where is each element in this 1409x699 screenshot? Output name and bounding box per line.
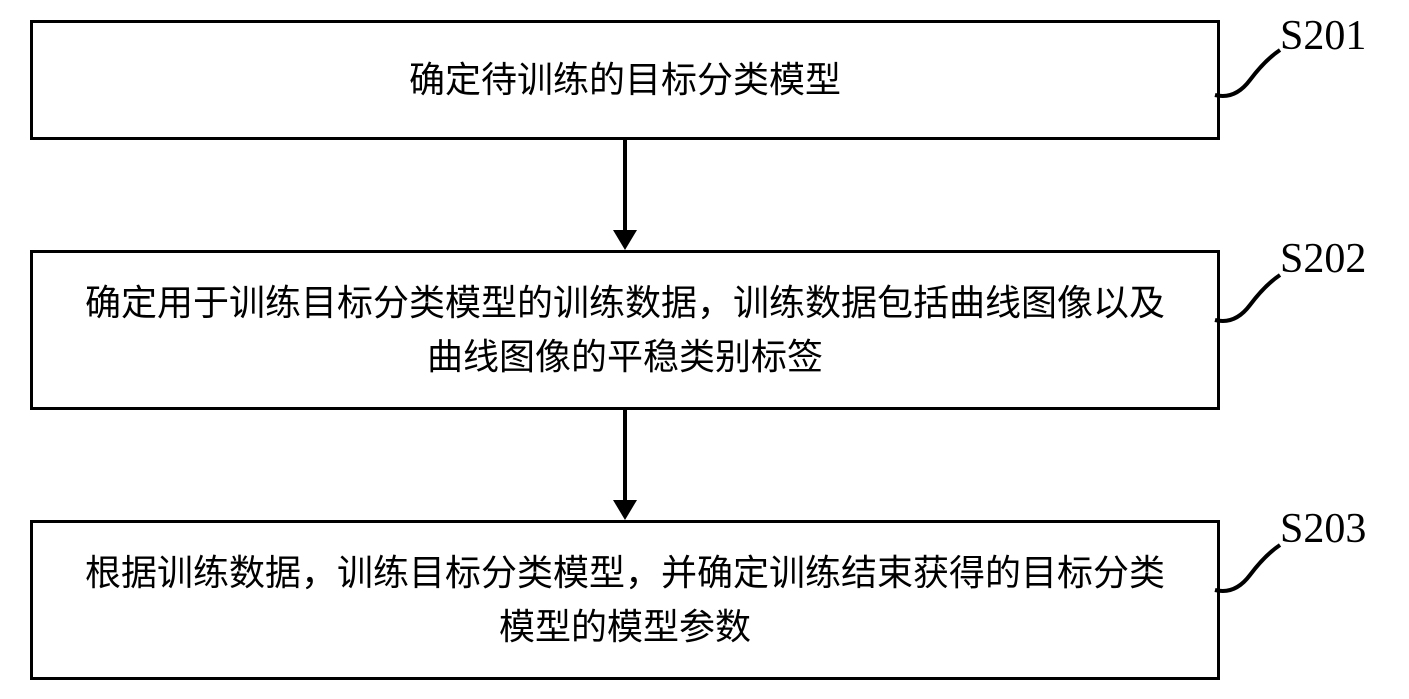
step-text-s201: 确定待训练的目标分类模型 xyxy=(409,53,841,107)
step-text-s203: 根据训练数据，训练目标分类模型，并确定训练结束获得的目标分类模型的模型参数 xyxy=(73,546,1177,654)
step-label-s201: S201 xyxy=(1280,12,1366,60)
arrow-head-1 xyxy=(613,230,637,250)
arrow-line-2 xyxy=(623,410,627,500)
step-box-s202: 确定用于训练目标分类模型的训练数据，训练数据包括曲线图像以及曲线图像的平稳类别标… xyxy=(30,250,1220,410)
arrow-line-1 xyxy=(623,140,627,230)
step-box-s201: 确定待训练的目标分类模型 xyxy=(30,20,1220,140)
step-box-s203: 根据训练数据，训练目标分类模型，并确定训练结束获得的目标分类模型的模型参数 xyxy=(30,520,1220,680)
connector-s202 xyxy=(1210,265,1290,345)
step-label-s202: S202 xyxy=(1280,235,1366,283)
connector-s201 xyxy=(1210,40,1290,120)
step-label-s203: S203 xyxy=(1280,505,1366,553)
arrow-head-2 xyxy=(613,500,637,520)
step-text-s202: 确定用于训练目标分类模型的训练数据，训练数据包括曲线图像以及曲线图像的平稳类别标… xyxy=(73,276,1177,384)
connector-s203 xyxy=(1210,535,1290,615)
flowchart-container: 确定待训练的目标分类模型 S201 确定用于训练目标分类模型的训练数据，训练数据… xyxy=(0,0,1409,699)
